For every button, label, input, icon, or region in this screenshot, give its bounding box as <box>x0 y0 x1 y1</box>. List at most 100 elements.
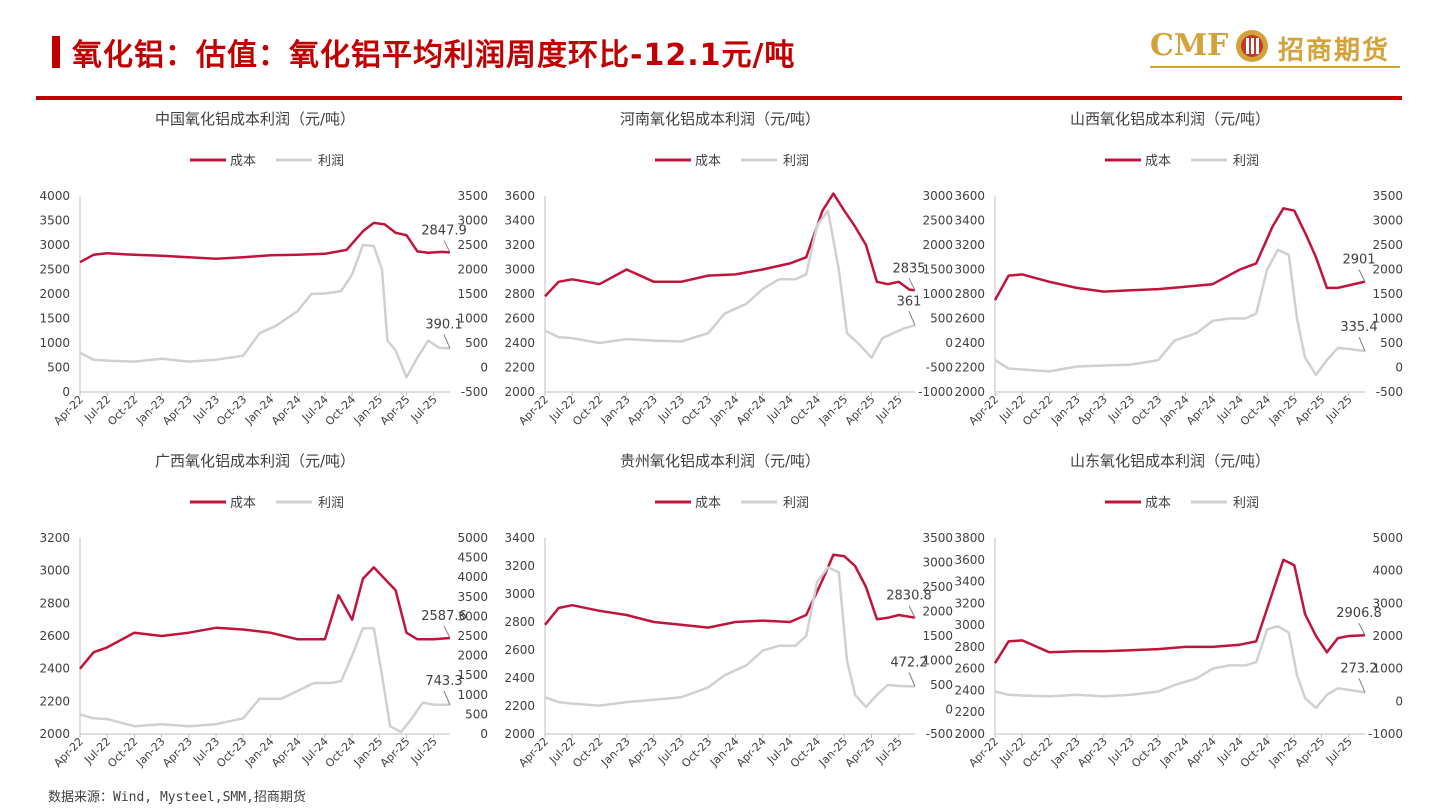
x-tick-label: Oct-22 <box>570 735 605 770</box>
x-tick-label: Apr-24 <box>269 735 304 770</box>
left-tick-label: 3200 <box>954 238 985 252</box>
chart-shandong: 山东氧化铝成本利润（元/吨） 成本 利润 2000 2200 2400 2600 2800 30… <box>945 442 1415 791</box>
left-tick-label: 2600 <box>504 312 535 326</box>
right-tick-label: 0 <box>480 727 488 741</box>
cost-series-line <box>993 207 1366 301</box>
right-tick-label: 4500 <box>457 551 488 565</box>
x-tick-label: Apr-23 <box>625 393 660 428</box>
right-tick-label: 2000 <box>1372 263 1403 277</box>
left-tick-label: 2000 <box>39 727 70 741</box>
x-tick-label: Oct-22 <box>105 393 140 428</box>
end-label-leader <box>443 334 451 349</box>
right-tick-label: 2500 <box>457 238 488 252</box>
x-tick-label: Oct-23 <box>1129 735 1164 770</box>
x-tick-label: Apr-24 <box>734 735 769 770</box>
right-tick-label: 500 <box>930 312 953 326</box>
chart-svg: 广西氧化铝成本利润（元/吨） 成本 利润 2000 2200 2400 2600 2800 30… <box>39 452 488 770</box>
left-tick-label: 1000 <box>39 336 70 350</box>
left-tick-label: 500 <box>47 361 70 375</box>
left-tick-label: 3200 <box>954 596 985 610</box>
right-tick-label: -500 <box>926 727 953 741</box>
chart-guizhou: 贵州氧化铝成本利润（元/吨） 成本 利润 2000 2200 2400 2600 2800 30… <box>495 442 965 791</box>
end-label-leader <box>908 311 916 326</box>
right-tick-label: 5000 <box>1372 531 1403 545</box>
left-tick-label: 2600 <box>954 312 985 326</box>
x-tick-label: Apr-25 <box>843 735 878 770</box>
legend-label-cost: 成本 <box>230 154 256 169</box>
cost-end-label: 2906.8 <box>1336 606 1382 621</box>
profit-end-label: 361 <box>897 294 922 309</box>
title-accent-bar <box>52 36 60 68</box>
right-tick-label: 3500 <box>922 531 953 545</box>
left-tick-label: 4000 <box>39 189 70 203</box>
legend-label-cost: 成本 <box>1145 154 1171 169</box>
right-tick-label: 2500 <box>922 580 953 594</box>
cost-end-label: 2901 <box>1342 253 1375 268</box>
left-tick-label: 0 <box>62 385 70 399</box>
right-tick-label: 1000 <box>1372 312 1403 326</box>
left-tick-label: 2000 <box>39 287 70 301</box>
x-tick-label: Jul-25 <box>873 735 905 767</box>
right-tick-label: 3500 <box>457 590 488 604</box>
profit-series-line <box>544 209 916 359</box>
right-tick-label: 2000 <box>457 649 488 663</box>
left-tick-label: 2000 <box>954 385 985 399</box>
profit-end-label: 743.3 <box>425 674 462 689</box>
legend-label-profit: 利润 <box>1233 154 1259 169</box>
right-tick-label: 1500 <box>457 287 488 301</box>
left-tick-label: 2400 <box>504 671 535 685</box>
x-tick-label: Apr-23 <box>1075 393 1110 428</box>
left-tick-label: 2000 <box>954 727 985 741</box>
chart-svg: 河南氧化铝成本利润（元/吨） 成本 利润 2000 2200 2400 2600 2800 30… <box>504 110 953 428</box>
right-tick-label: 2000 <box>457 263 488 277</box>
legend-label-profit: 利润 <box>783 154 809 169</box>
end-label-leader <box>908 672 916 687</box>
right-tick-label: -500 <box>926 361 953 375</box>
right-tick-label: 0 <box>945 703 953 717</box>
x-tick-label: Jul-25 <box>408 735 440 767</box>
left-tick-label: 2200 <box>504 699 535 713</box>
right-tick-label: 500 <box>465 336 488 350</box>
right-tick-label: 0 <box>480 361 488 375</box>
cmf-logo: CMF 招商期货 <box>1150 24 1400 70</box>
left-tick-label: 3600 <box>504 189 535 203</box>
right-tick-label: 1000 <box>922 654 953 668</box>
end-label-leader <box>1358 269 1366 282</box>
legend-label-profit: 利润 <box>318 154 344 169</box>
chart-svg: 山西氧化铝成本利润（元/吨） 成本 利润 2000 2200 2400 2600 2800 30… <box>954 110 1403 428</box>
left-tick-label: 3200 <box>39 531 70 545</box>
right-tick-label: 500 <box>1380 336 1403 350</box>
left-tick-label: 3200 <box>504 559 535 573</box>
chart-shanxi: 山西氧化铝成本利润（元/吨） 成本 利润 2000 2200 2400 2600 2800 30… <box>945 100 1415 454</box>
right-tick-label: 1500 <box>922 629 953 643</box>
chart-title: 山西氧化铝成本利润（元/吨） <box>1070 110 1270 128</box>
x-tick-label: Oct-23 <box>1129 393 1164 428</box>
left-tick-label: 3600 <box>954 553 985 567</box>
chart-china: 中国氧化铝成本利润（元/吨） 成本 利润 0 500 1000 1500 2000 2500 30… <box>30 100 500 454</box>
left-tick-label: 2800 <box>39 596 70 610</box>
left-tick-label: 3400 <box>954 575 985 589</box>
legend-label-cost: 成本 <box>230 496 256 511</box>
x-tick-label: Apr-25 <box>378 735 413 770</box>
x-tick-label: Oct-23 <box>214 735 249 770</box>
end-label-leader <box>908 605 916 618</box>
right-tick-label: 3000 <box>1372 214 1403 228</box>
right-tick-label: 3000 <box>922 189 953 203</box>
data-source-note: 数据来源：Wind, Mysteel,SMM,招商期货 <box>48 790 306 805</box>
left-tick-label: 2600 <box>504 643 535 657</box>
end-label-leader <box>908 278 916 291</box>
left-tick-label: 3400 <box>504 214 535 228</box>
x-tick-label: Jul-25 <box>873 393 905 425</box>
legend-label-profit: 利润 <box>783 496 809 511</box>
cost-series-line <box>79 221 451 264</box>
chart-title: 中国氧化铝成本利润（元/吨） <box>155 110 355 128</box>
x-tick-label: Oct-24 <box>1238 393 1273 428</box>
left-tick-label: 3000 <box>504 263 535 277</box>
right-tick-label: -1000 <box>918 385 953 399</box>
right-tick-label: 3000 <box>922 556 953 570</box>
header-divider <box>36 96 1402 100</box>
right-tick-label: -1000 <box>1368 727 1403 741</box>
chart-henan: 河南氧化铝成本利润（元/吨） 成本 利润 2000 2200 2400 2600 2800 30… <box>495 100 965 454</box>
left-tick-label: 2800 <box>504 615 535 629</box>
right-tick-label: 1000 <box>922 287 953 301</box>
